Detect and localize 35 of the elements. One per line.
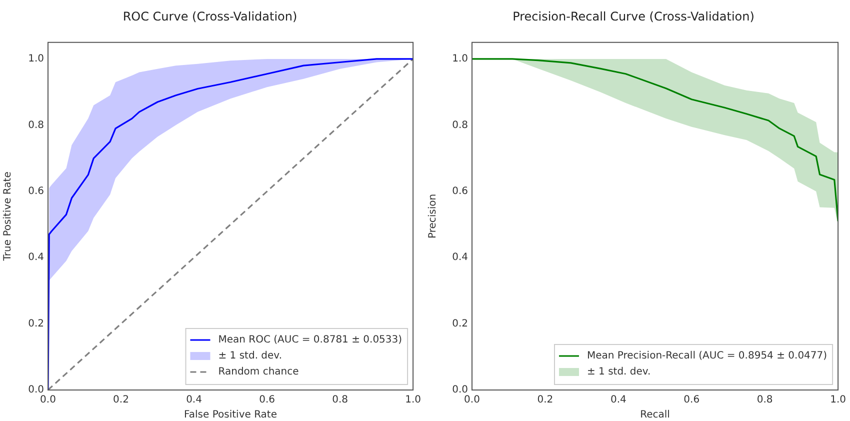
y-tick-label: 0.2 xyxy=(452,318,468,330)
y-tick-label: 0.6 xyxy=(28,186,44,197)
y-tick-label: 0.0 xyxy=(28,384,44,396)
x-tick-label: 0.0 xyxy=(464,394,480,406)
y-tick-label: 0.4 xyxy=(452,252,468,264)
y-axis-title: Precision xyxy=(428,194,439,239)
chart-title: Precision-Recall Curve (Cross-Validation) xyxy=(512,9,754,24)
x-tick-label: 0.2 xyxy=(113,394,129,406)
x-axis-title: False Positive Rate xyxy=(184,410,277,421)
x-tick-label: 0.6 xyxy=(259,394,275,406)
y-tick-label: 0.8 xyxy=(452,120,468,131)
x-tick-label: 0.4 xyxy=(186,394,202,406)
legend-label: Random chance xyxy=(218,366,299,378)
x-tick-label: 1.0 xyxy=(405,394,421,406)
y-tick-label: 1.0 xyxy=(28,54,44,65)
chart-title: ROC Curve (Cross-Validation) xyxy=(122,9,298,24)
y-tick-label: 1.0 xyxy=(452,54,468,65)
y-axis-title: True Positive Rate xyxy=(2,172,14,262)
legend-label: Mean Precision-Recall (AUC = 0.8954 ± 0.0477) xyxy=(586,350,828,362)
x-tick-label: 1.0 xyxy=(830,394,846,406)
y-tick-label: 0.6 xyxy=(452,186,468,197)
x-tick-label: 0.8 xyxy=(756,394,773,406)
y-tick-label: 0.2 xyxy=(28,318,44,330)
legend-label: ± 1 std. dev. xyxy=(218,350,282,362)
x-tick-label: 0.8 xyxy=(332,394,348,406)
x-tick-label: 0.6 xyxy=(684,394,700,406)
legend-label: Mean ROC (AUC = 0.8781 ± 0.0533) xyxy=(218,334,402,346)
x-axis-title: Recall xyxy=(640,410,670,421)
y-tick-label: 0.8 xyxy=(28,120,44,131)
y-tick-label: 0.0 xyxy=(452,384,468,396)
x-tick-label: 0.2 xyxy=(537,394,554,406)
x-tick-label: 0.4 xyxy=(610,394,626,406)
y-tick-label: 0.4 xyxy=(28,252,44,264)
x-tick-label: 0.0 xyxy=(40,394,56,406)
legend-label: ± 1 std. dev. xyxy=(586,366,651,378)
